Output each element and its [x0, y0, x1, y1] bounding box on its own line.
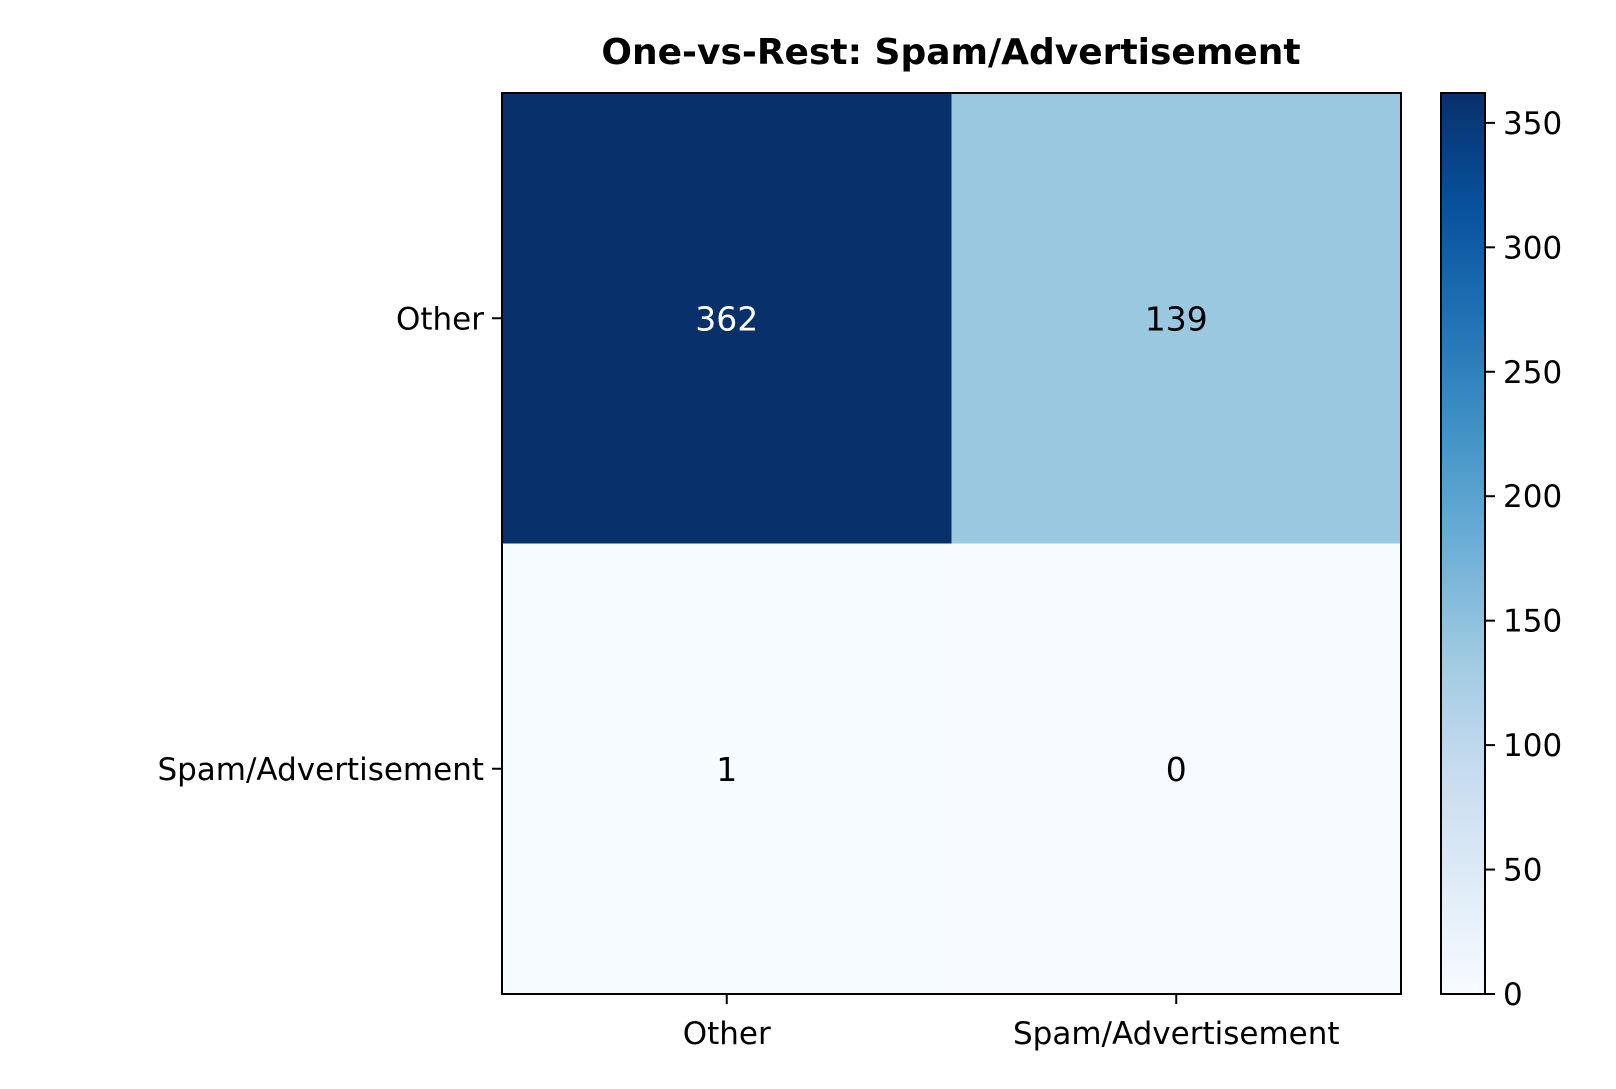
colorbar-tick-label: 300	[1503, 230, 1562, 266]
x-axis: Other Spam/Advertisement	[683, 994, 1340, 1052]
colorbar-tick-label: 0	[1503, 977, 1523, 1013]
y-tick-label: Other	[396, 301, 484, 337]
heatmap-cell-labels: 362 139 1 0	[695, 299, 1208, 789]
colorbar-tick-label: 100	[1503, 728, 1562, 764]
plot-frame	[501, 92, 1402, 995]
x-tick-label: Other	[683, 1016, 771, 1052]
heatmap-cells	[502, 93, 1402, 995]
heatmap-cell	[951, 93, 1402, 544]
heatmap-cell	[502, 543, 952, 995]
cell-value-label: 1	[716, 750, 737, 789]
colorbar-tick-label: 150	[1503, 604, 1562, 640]
y-tick-label: Spam/Advertisement	[157, 752, 484, 788]
chart-title: One-vs-Rest: Spam/Advertisement	[601, 32, 1300, 73]
colorbar-tick-label: 350	[1503, 106, 1562, 142]
x-tick-label: Spam/Advertisement	[1013, 1016, 1340, 1052]
colorbar: 0 50 100 150 200 250 300 350	[1440, 92, 1562, 1013]
colorbar-ticks: 0 50 100 150 200 250 300 350	[1485, 106, 1562, 1013]
colorbar-tick-label: 50	[1503, 853, 1542, 889]
heatmap-cell	[951, 543, 1402, 995]
cell-value-label: 0	[1166, 750, 1187, 789]
colorbar-tick-label: 250	[1503, 355, 1562, 391]
cell-value-label: 139	[1145, 299, 1208, 338]
colorbar-frame	[1440, 92, 1486, 995]
y-axis: Other Spam/Advertisement	[157, 301, 502, 788]
colorbar-tick-label: 200	[1503, 479, 1562, 515]
colorbar-gradient	[1441, 93, 1485, 994]
heatmap-cell	[502, 93, 952, 544]
cell-value-label: 362	[695, 299, 758, 338]
